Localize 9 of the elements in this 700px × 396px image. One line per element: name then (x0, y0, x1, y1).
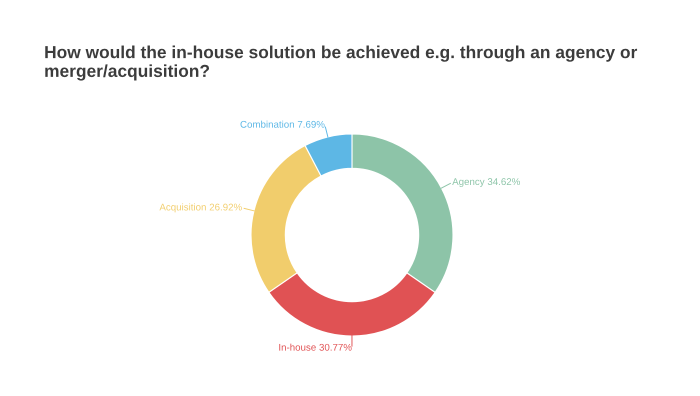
slice-label: In-house (279, 344, 316, 351)
slice-label: Combination (240, 120, 294, 128)
slice-label: Acquisition (159, 203, 206, 212)
chart-title: How would the in-house solution be achieved e.g. through an agency or merger/acquisition? (45, 46, 638, 81)
slice-label: Agency (452, 178, 485, 187)
data-label: 7.69% (298, 120, 325, 128)
data-label: 30.77% (319, 344, 352, 351)
data-label: 26.92% (210, 204, 242, 211)
data-label: 34.62% (488, 178, 520, 186)
